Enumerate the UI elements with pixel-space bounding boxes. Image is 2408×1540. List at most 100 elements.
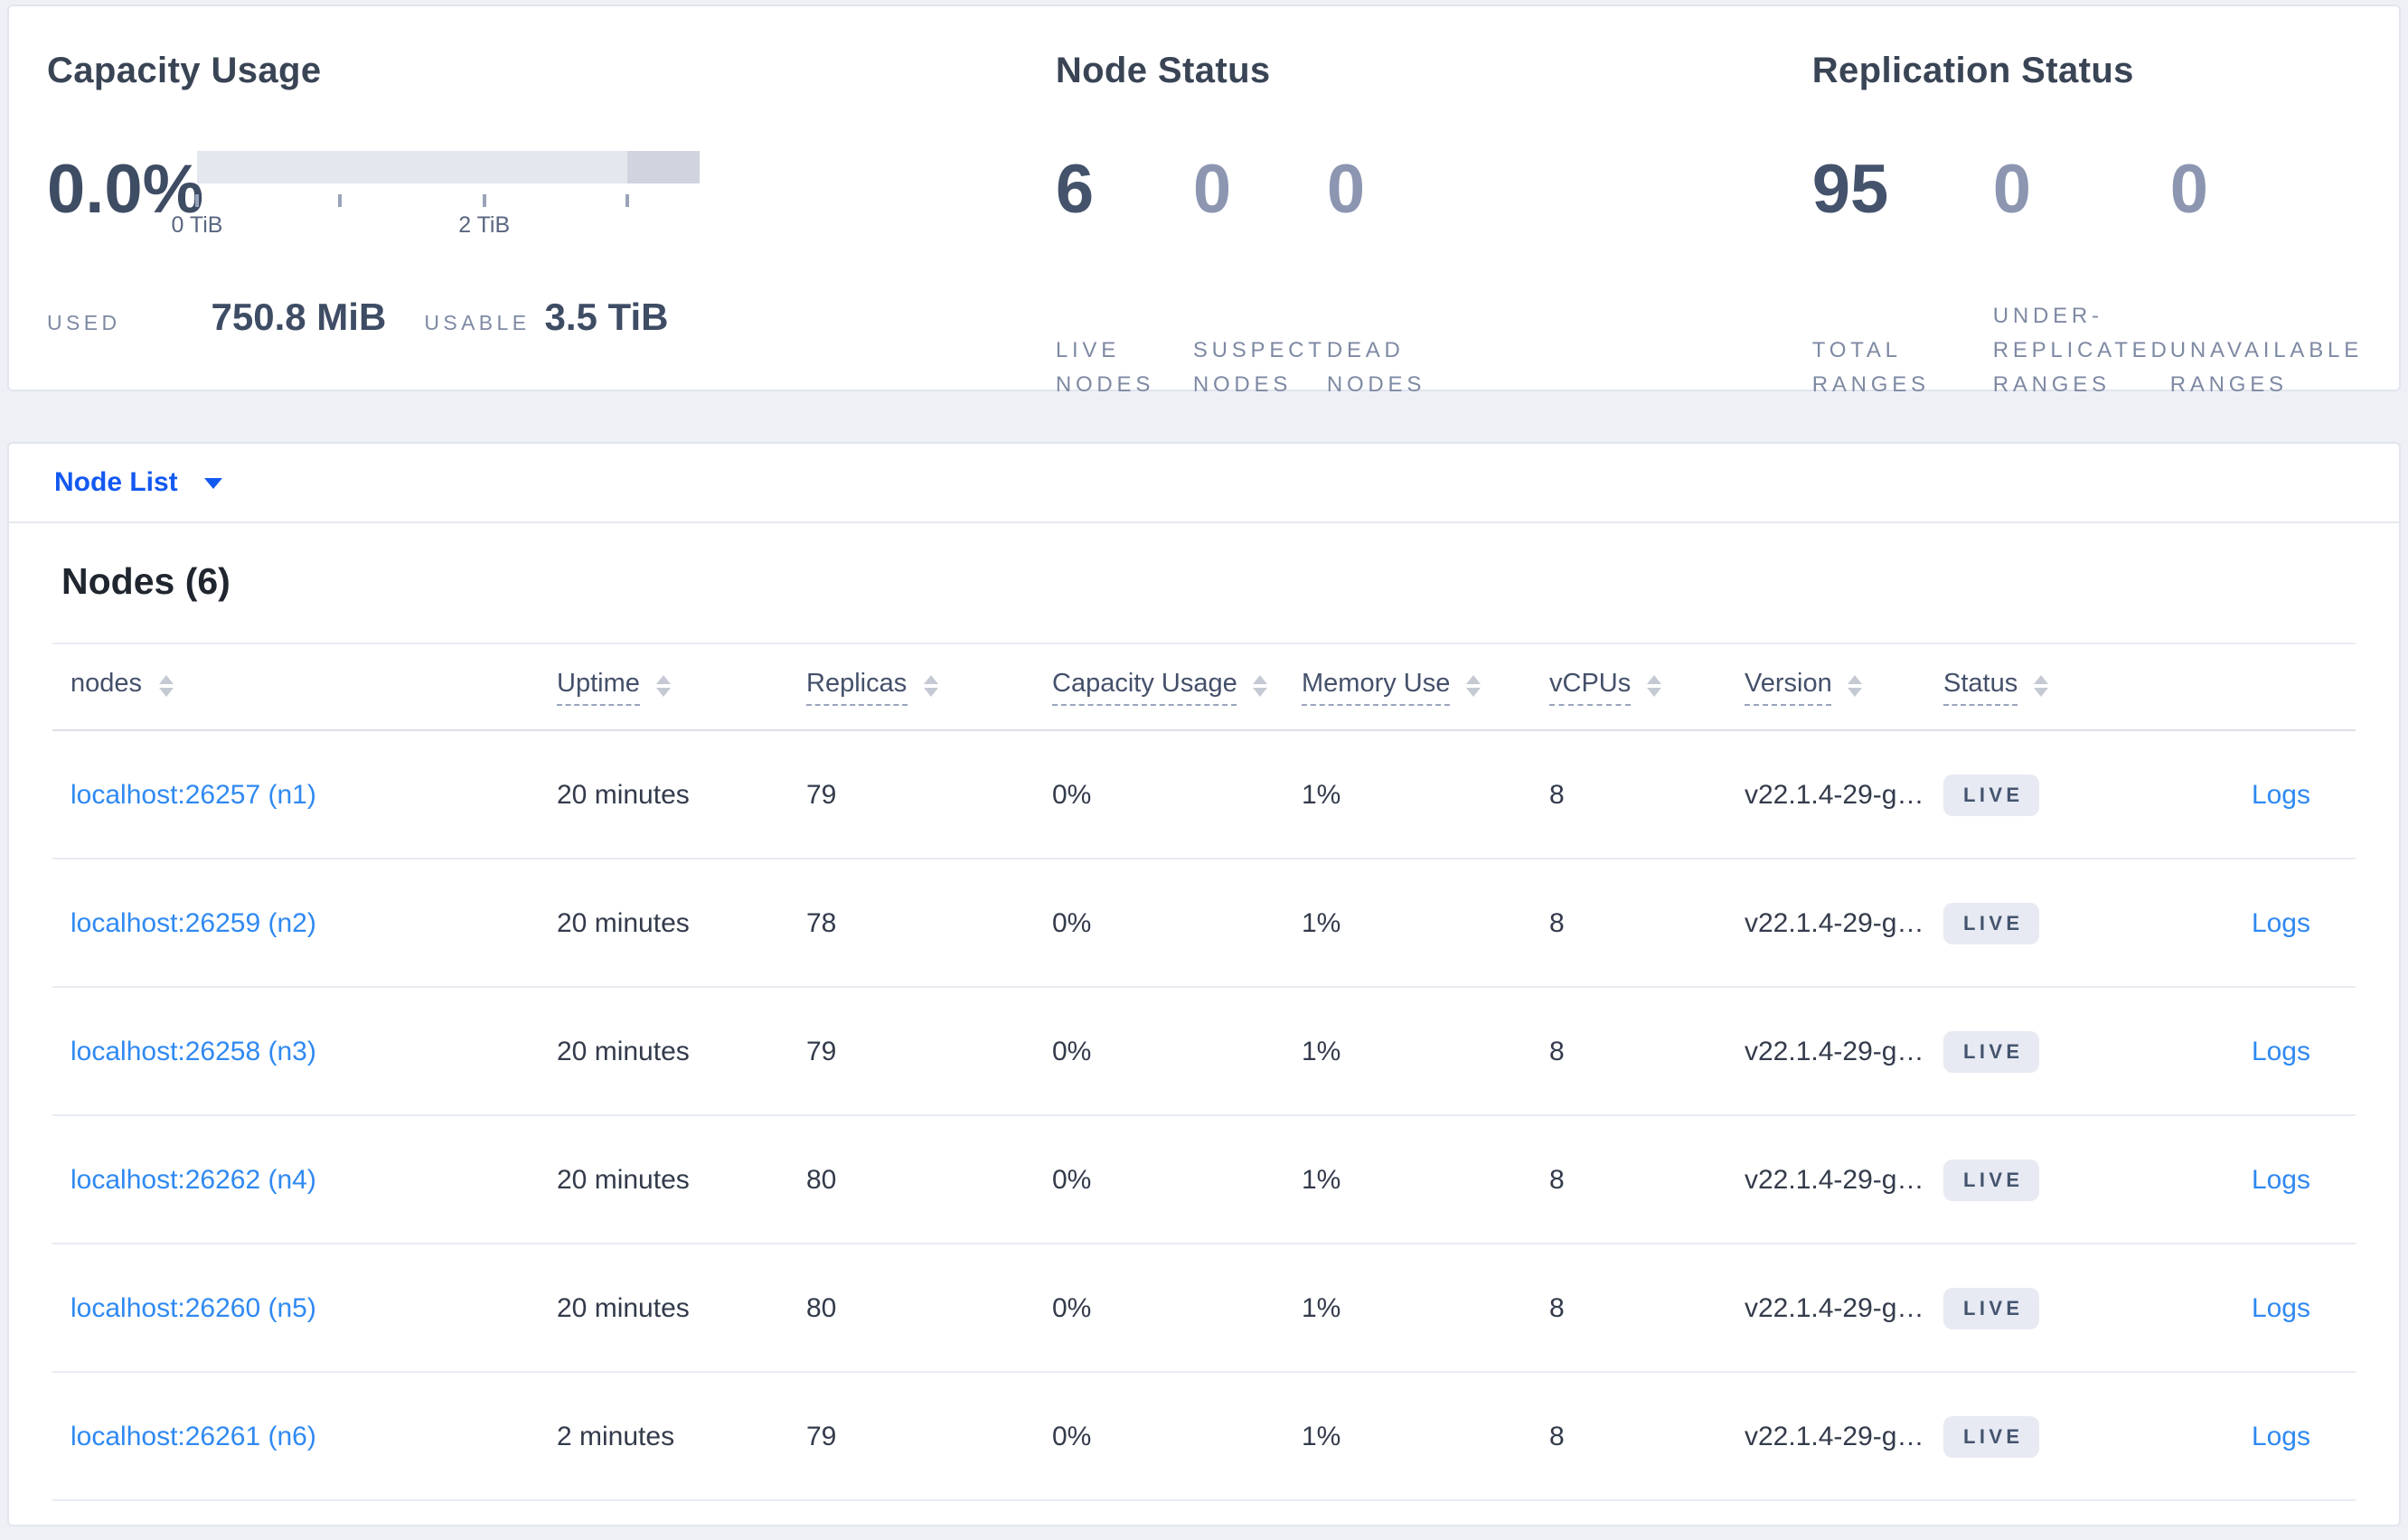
memory-use-cell: 1% (1302, 1164, 1341, 1195)
stat-label: UNDER- REPLICATED RANGES (1992, 303, 2171, 397)
cluster-overview-page: Capacity Usage 0.0% 0 TiB 2 TiB USED 750.… (0, 5, 2408, 1540)
column-header[interactable]: Replicas (788, 669, 1034, 705)
vcpus-cell: 8 (1549, 779, 1565, 810)
status-badge: LIVE (1943, 1287, 2040, 1329)
usable-value: 3.5 TiB (544, 297, 669, 339)
logs-link[interactable]: Logs (2251, 779, 2310, 810)
used-label: USED (47, 314, 121, 335)
stat: 6 LIVE NODES (1056, 155, 1193, 402)
version-cell: v22.1.4-29-g… (1745, 907, 1924, 938)
node-link[interactable]: localhost:26257 (n1) (71, 779, 316, 810)
nodes-table-section: Nodes (6) nodes Uptime Replicas Capacity… (9, 523, 2399, 1501)
logs-link[interactable]: Logs (2251, 1164, 2310, 1195)
status-badge: LIVE (1943, 1159, 2040, 1200)
column-header[interactable]: Capacity Usage (1034, 669, 1284, 705)
memory-use-cell: 1% (1302, 1036, 1341, 1066)
vcpus-cell: 8 (1549, 907, 1565, 938)
stat: 0 DEAD NODES (1327, 155, 1425, 402)
memory-use-cell: 1% (1302, 1292, 1341, 1323)
version-cell: v22.1.4-29-g… (1745, 1421, 1924, 1451)
column-header-label: Replicas (806, 669, 908, 705)
cluster-summary-panel: Capacity Usage 0.0% 0 TiB 2 TiB USED 750.… (7, 5, 2401, 397)
node-link[interactable]: localhost:26261 (n6) (71, 1421, 316, 1451)
uptime-cell: 20 minutes (557, 1036, 690, 1066)
column-header-label: Uptime (557, 669, 640, 705)
uptime-cell: 20 minutes (557, 907, 690, 938)
column-header[interactable]: Version (1726, 669, 1925, 705)
axis-tick (338, 194, 343, 207)
column-header[interactable]: nodes (52, 669, 539, 705)
column-header[interactable]: Status (1925, 669, 2142, 705)
uptime-cell: 20 minutes (557, 1292, 690, 1323)
column-header[interactable]: Memory Use (1284, 669, 1531, 705)
chevron-down-icon (204, 477, 223, 488)
capacity-usage-cell: 0% (1052, 1036, 1092, 1066)
replicas-cell: 80 (806, 1292, 837, 1323)
vcpus-cell: 8 (1549, 1421, 1565, 1451)
node-list-dropdown[interactable]: Node List (9, 444, 2399, 523)
sort-icon (1647, 674, 1662, 696)
usable-label: USABLE (424, 314, 531, 335)
logs-link[interactable]: Logs (2251, 907, 2310, 938)
sort-icon (1848, 674, 1863, 696)
replicas-cell: 79 (806, 779, 837, 810)
stat: 0 UNAVAILABLE RANGES (2170, 155, 2363, 402)
sort-icon (158, 674, 174, 696)
version-cell: v22.1.4-29-g… (1745, 1164, 1924, 1195)
version-cell: v22.1.4-29-g… (1745, 1292, 1924, 1323)
node-link[interactable]: localhost:26258 (n3) (71, 1036, 316, 1066)
nodes-section-title: Nodes (6) (61, 561, 230, 603)
uptime-cell: 2 minutes (557, 1421, 675, 1451)
table-row: localhost:26257 (n1) 20 minutes 79 0% 1%… (52, 731, 2356, 859)
stat-value: 95 (1811, 153, 1889, 229)
stat-value: 6 (1055, 153, 1095, 229)
status-badge: LIVE (1943, 774, 2040, 815)
stat-label: SUSPECT NODES (1192, 337, 1326, 397)
capacity-percent-value: 0.0% (47, 153, 204, 229)
status-badge: LIVE (1943, 1415, 2040, 1457)
uptime-cell: 20 minutes (557, 779, 690, 810)
column-header-label: Status (1943, 669, 2018, 705)
node-link[interactable]: localhost:26262 (n4) (71, 1164, 316, 1195)
status-badge: LIVE (1943, 1030, 2040, 1072)
table-row: localhost:26261 (n6) 2 minutes 79 0% 1% … (52, 1373, 2356, 1501)
table-row: localhost:26259 (n2) 20 minutes 78 0% 1%… (52, 859, 2356, 988)
logs-link[interactable]: Logs (2251, 1036, 2310, 1066)
capacity-usage-cell: 0% (1052, 1164, 1092, 1195)
uptime-cell: 20 minutes (557, 1164, 690, 1195)
node-link[interactable]: localhost:26260 (n5) (71, 1292, 316, 1323)
stat-label: TOTAL RANGES (1811, 337, 1930, 397)
stat-value: 0 (2169, 153, 2208, 229)
memory-use-cell: 1% (1302, 779, 1341, 810)
capacity-legend: USED 750.8 MiB USABLE 3.5 TiB (47, 297, 1056, 341)
capacity-bar-chart: 0 TiB 2 TiB (172, 151, 700, 245)
node-status-title: Node Status (1055, 52, 1271, 91)
table-row: localhost:26260 (n5) 20 minutes 80 0% 1%… (52, 1244, 2356, 1373)
vcpus-cell: 8 (1549, 1036, 1565, 1066)
capacity-bar-dark-segment (627, 151, 700, 183)
stat: 0 UNDER- REPLICATED RANGES (1993, 155, 2170, 402)
capacity-bar (197, 151, 700, 183)
logs-link[interactable]: Logs (2251, 1292, 2310, 1323)
replication-status-title: Replication Status (1811, 52, 2134, 91)
axis-tick-label: 2 TiB (458, 212, 511, 238)
stat-value: 0 (1192, 153, 1232, 229)
logs-link[interactable]: Logs (2251, 1421, 2310, 1451)
node-list-label: Node List (54, 467, 178, 498)
version-cell: v22.1.4-29-g… (1745, 1036, 1924, 1066)
status-badge: LIVE (1943, 902, 2040, 944)
memory-use-cell: 1% (1302, 907, 1341, 938)
replicas-cell: 79 (806, 1036, 837, 1066)
capacity-usage-cell: 0% (1052, 1421, 1092, 1451)
replicas-cell: 78 (806, 907, 837, 938)
sort-icon (1466, 674, 1481, 696)
replicas-cell: 80 (806, 1164, 837, 1195)
stat-value: 0 (1326, 153, 1366, 229)
capacity-usage-cell: 0% (1052, 907, 1092, 938)
node-link[interactable]: localhost:26259 (n2) (71, 907, 316, 938)
replication-status-section: Replication Status 95 TOTAL RANGES 0 UNDE… (1811, 50, 2363, 397)
column-header[interactable]: vCPUs (1531, 669, 1726, 705)
axis-tick-label: 0 TiB (171, 212, 223, 238)
capacity-usage-section: Capacity Usage 0.0% 0 TiB 2 TiB USED 750.… (47, 50, 1056, 350)
column-header[interactable]: Uptime (539, 669, 788, 705)
